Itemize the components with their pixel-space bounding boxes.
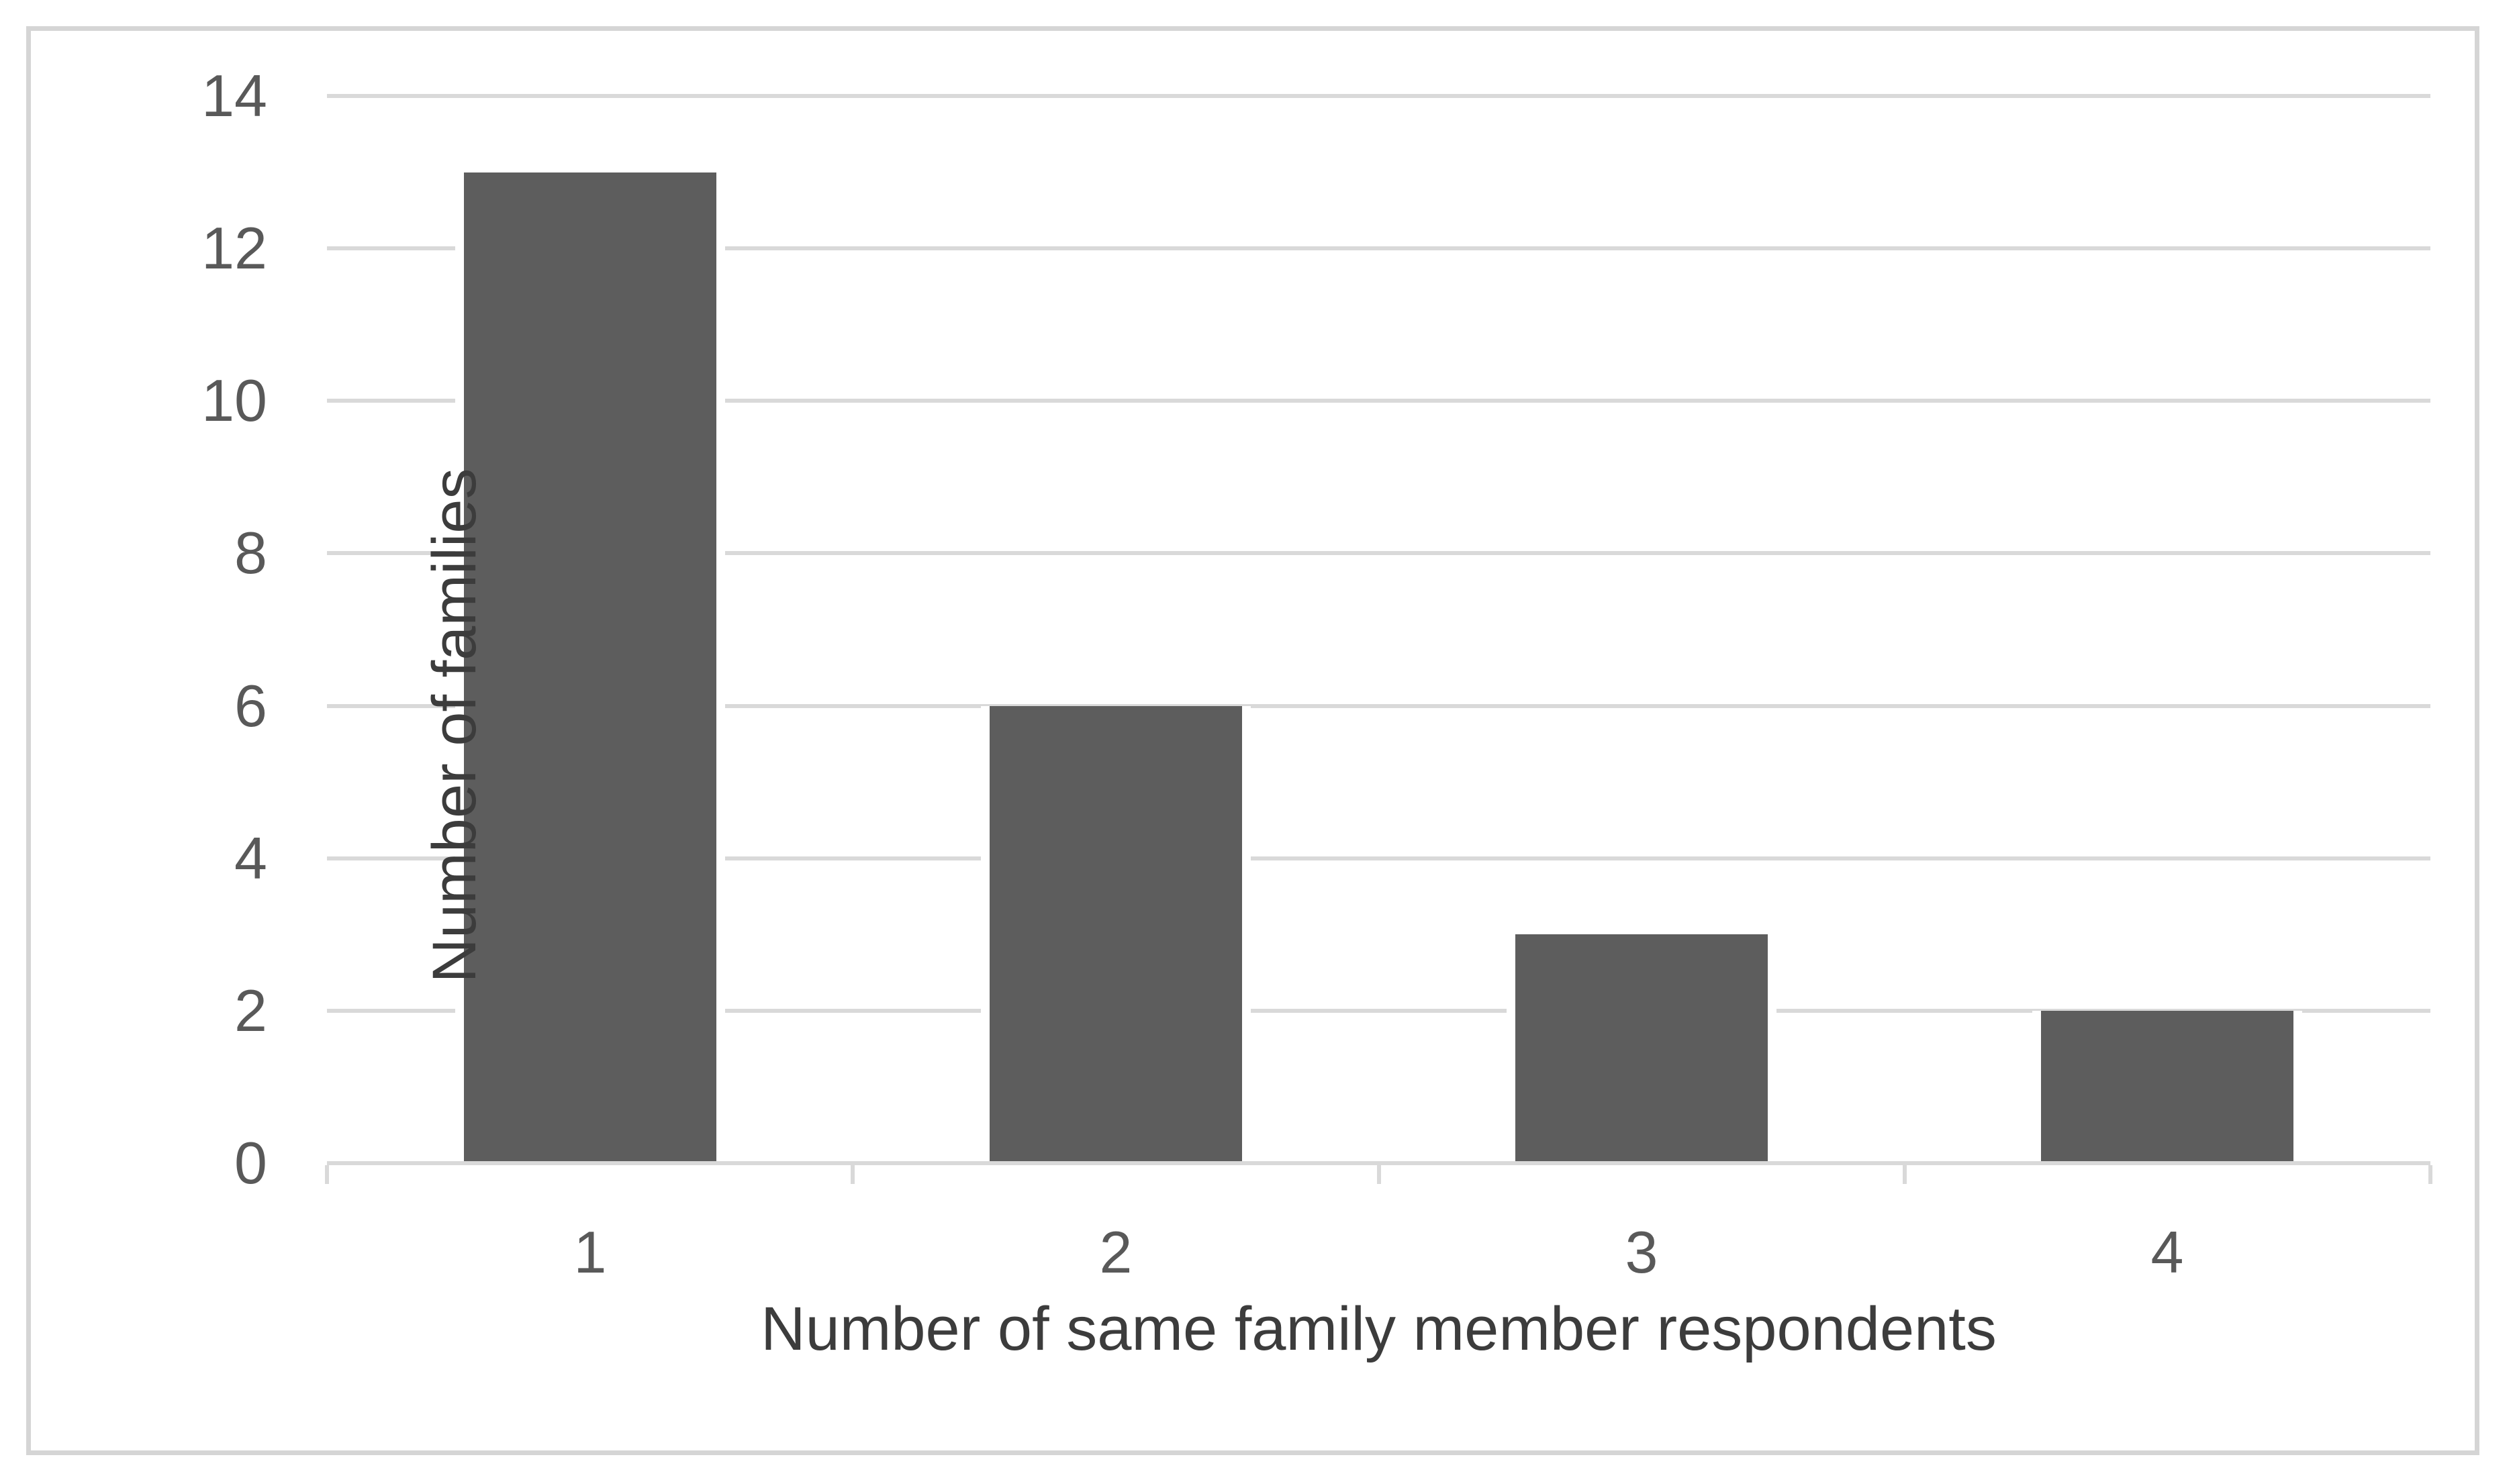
gridline-y-14 bbox=[327, 94, 2430, 98]
y-axis-title: Number of families bbox=[420, 468, 489, 983]
x-axis-tick-mark bbox=[1377, 1165, 1381, 1184]
x-axis-tick-mark bbox=[851, 1165, 855, 1184]
y-tick-label-8: 8 bbox=[234, 520, 267, 586]
bar-category-4 bbox=[2041, 1011, 2293, 1161]
gridline-y-10 bbox=[327, 399, 2430, 403]
plot-area: Number of families bbox=[327, 94, 2430, 1163]
x-axis-tick-mark bbox=[2428, 1165, 2432, 1184]
x-axis-tick-mark bbox=[1903, 1165, 1907, 1184]
gridline-y-4 bbox=[327, 856, 2430, 860]
chart-frame bbox=[26, 26, 2479, 1455]
x-tick-label-4: 4 bbox=[2150, 1219, 2184, 1285]
x-tick-label-2: 2 bbox=[1099, 1219, 1133, 1285]
y-tick-label-10: 10 bbox=[201, 367, 267, 434]
x-tick-label-1: 1 bbox=[573, 1219, 607, 1285]
gridline-y-8 bbox=[327, 551, 2430, 555]
x-axis-tick-mark bbox=[325, 1165, 329, 1184]
y-tick-label-6: 6 bbox=[234, 673, 267, 739]
y-tick-label-14: 14 bbox=[201, 62, 267, 129]
x-axis-line bbox=[327, 1161, 2430, 1165]
y-tick-label-4: 4 bbox=[234, 825, 267, 891]
gridline-y-12 bbox=[327, 246, 2430, 250]
y-tick-label-2: 2 bbox=[234, 977, 267, 1044]
bar-category-2 bbox=[990, 706, 1242, 1161]
y-tick-label-0: 0 bbox=[234, 1130, 267, 1196]
gridline-y-6 bbox=[327, 704, 2430, 708]
bar-category-3 bbox=[1515, 934, 1768, 1161]
y-tick-label-12: 12 bbox=[201, 215, 267, 281]
gridline-y-2 bbox=[327, 1009, 2430, 1013]
bar-category-1 bbox=[464, 172, 716, 1161]
x-axis-title: Number of same family member respondents bbox=[761, 1295, 1997, 1363]
x-tick-label-3: 3 bbox=[1625, 1219, 1658, 1285]
